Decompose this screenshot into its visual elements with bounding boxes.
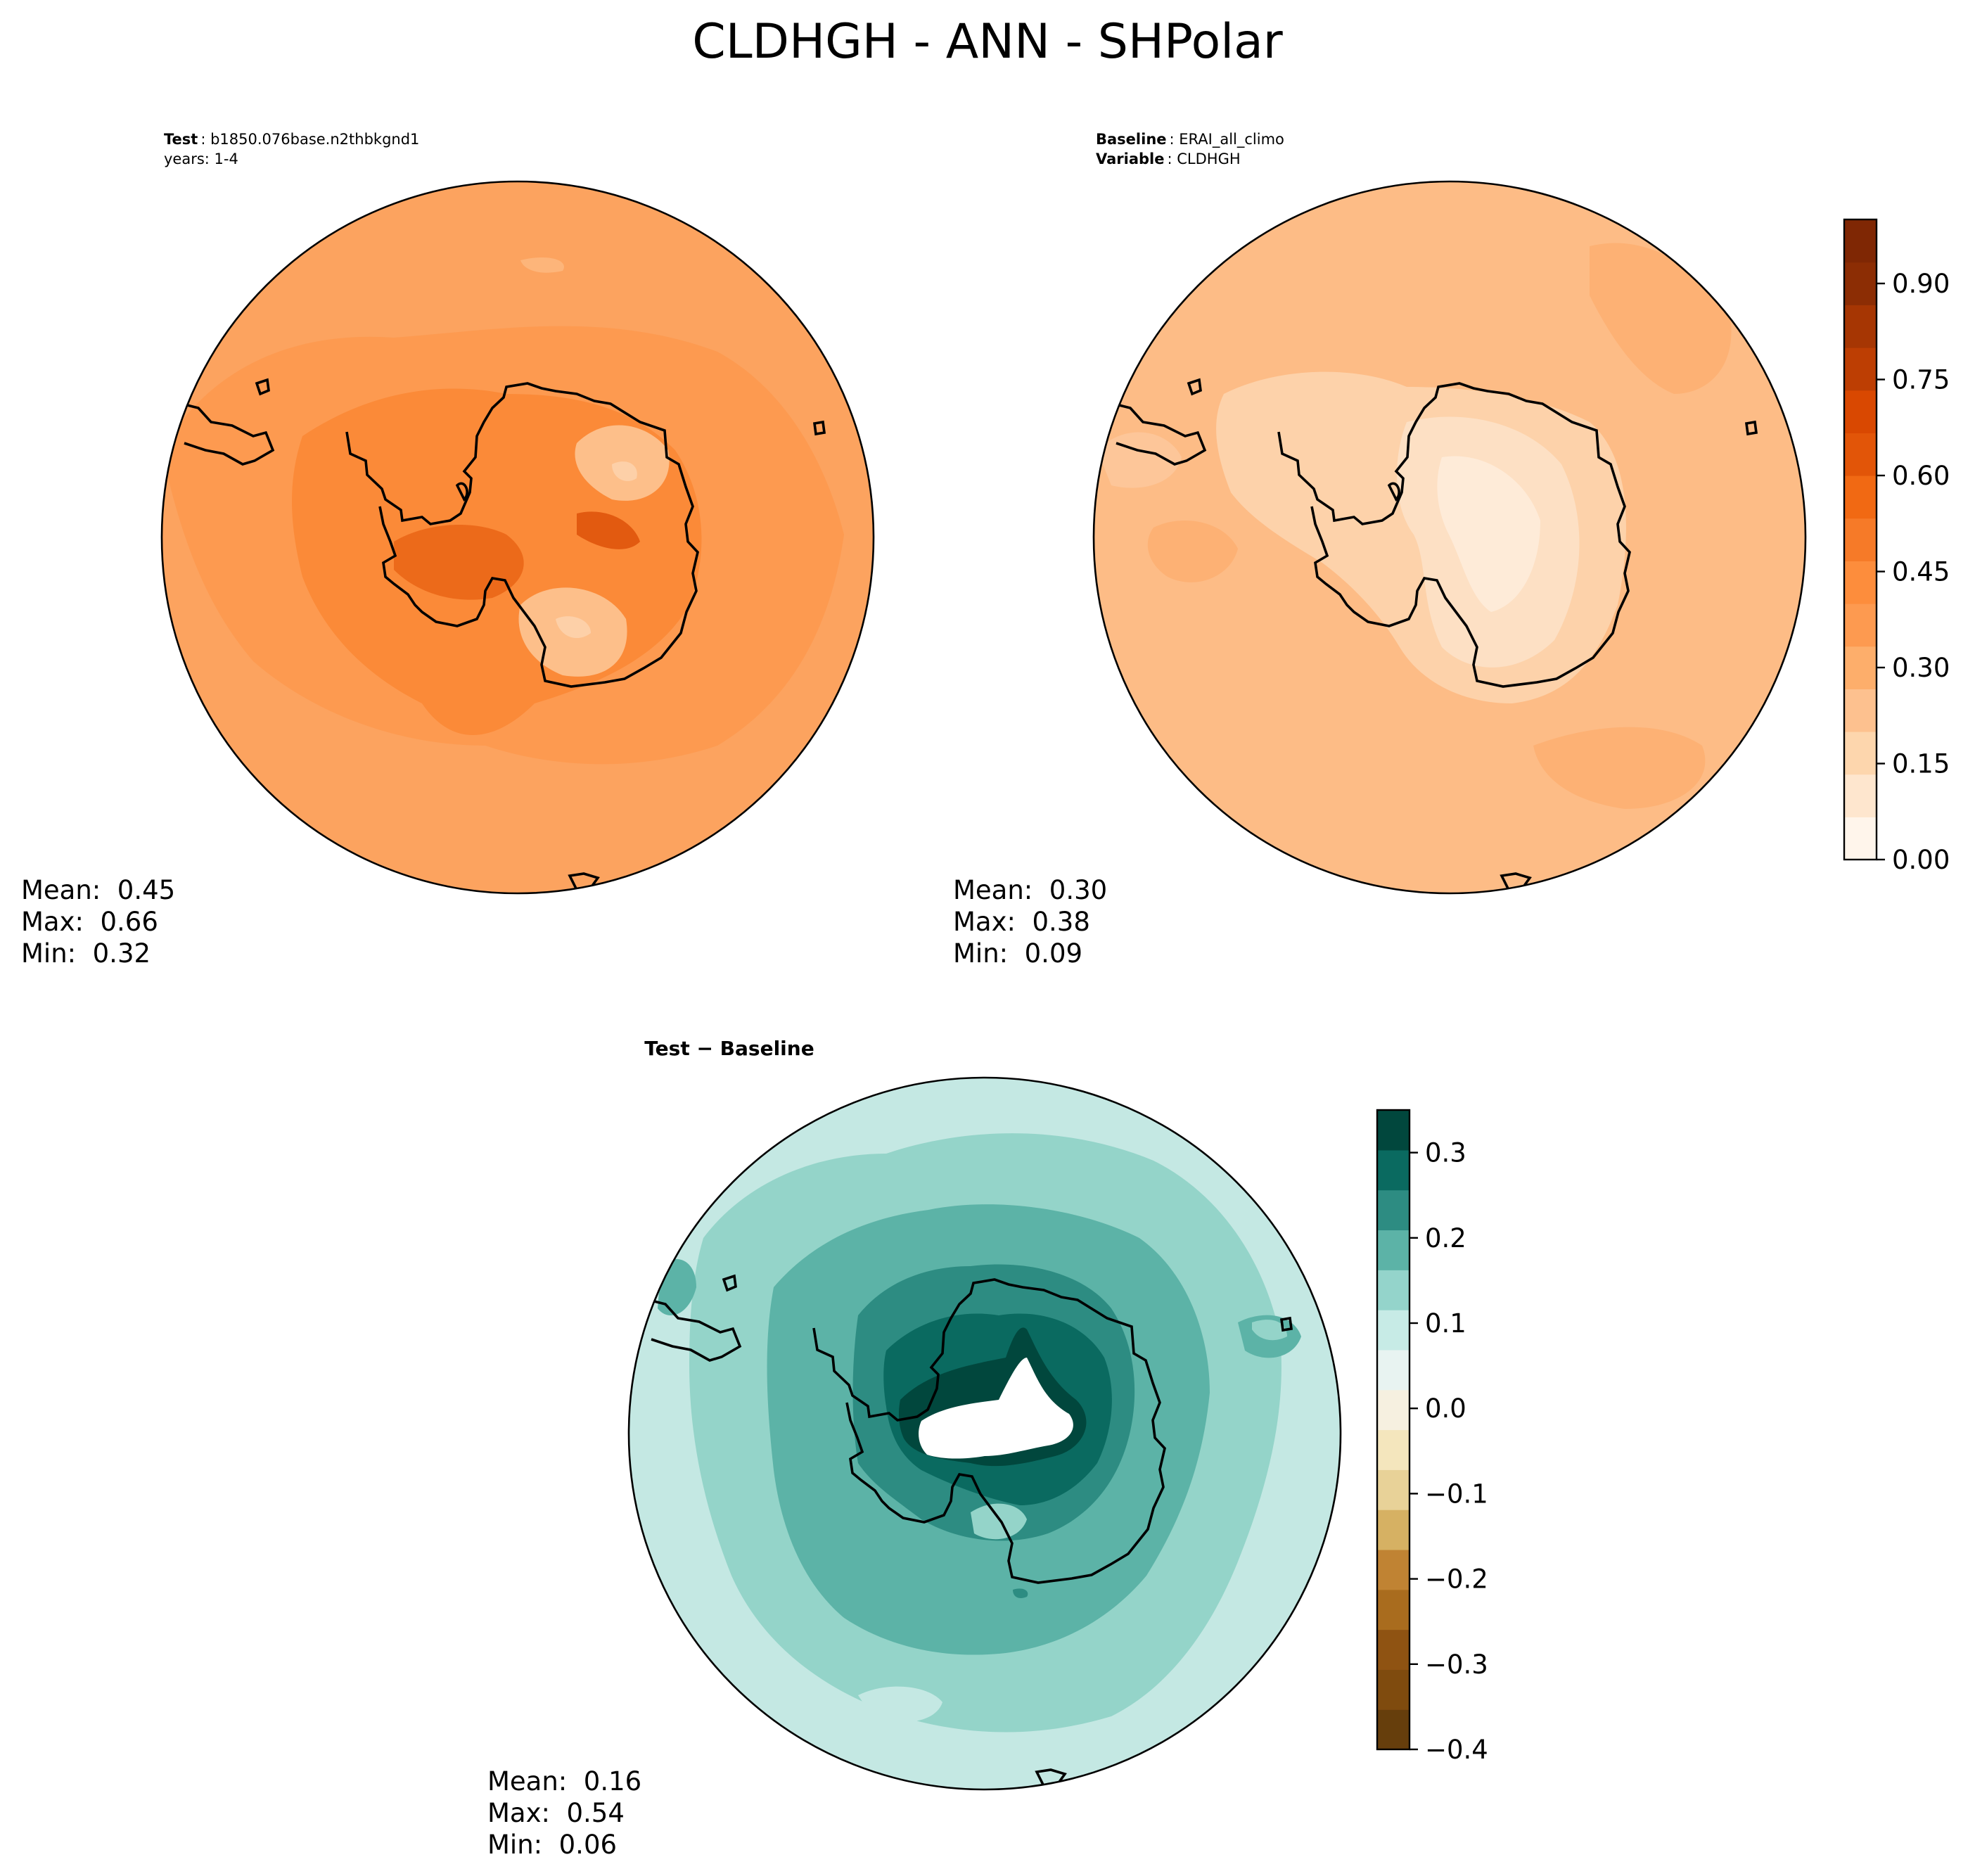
cbar-main-segment: [1844, 817, 1877, 860]
map-diff-field: [629, 1078, 1341, 1789]
cbar-main-tick-label: 0.90: [1892, 269, 1950, 299]
cbar-diff-tick-label: 0.3: [1425, 1138, 1466, 1168]
cbar-diff-tick-label: 0.1: [1425, 1308, 1466, 1339]
cbar-main-segment: [1844, 732, 1877, 775]
cbar-main-segment: [1844, 347, 1877, 391]
cbar-diff-segment: [1377, 1669, 1410, 1710]
cbar-diff-tick-label: −0.2: [1425, 1564, 1488, 1595]
cbar-main-segment: [1844, 646, 1877, 689]
cbar-diff-segment: [1377, 1310, 1410, 1351]
panel-baseline-header-line1: Baseline: ERAI_all_climo: [1096, 131, 1284, 148]
map-diff-coastline: [651, 1274, 1293, 1787]
cbar-main-tick-label: 0.60: [1892, 461, 1950, 491]
cbar-diff-segment: [1377, 1349, 1410, 1391]
cbar-diff-frame: [1376, 1109, 1411, 1751]
cbar-diff-tick-label: 0.0: [1425, 1393, 1466, 1424]
panel-baseline-header-line2: Variable: CLDHGH: [1096, 151, 1241, 167]
map-baseline-coastline: [1116, 378, 1758, 891]
panel-test-header-line1: Test: b1850.076base.n2thbkgnd1: [164, 131, 419, 148]
stats-test-max: Max: 0.66: [21, 907, 158, 937]
cbar-diff-segment: [1377, 1230, 1410, 1270]
cbar-diff-tick-label: −0.1: [1425, 1479, 1488, 1509]
cbar-diff-segment: [1377, 1709, 1410, 1750]
cbar-diff-segment: [1377, 1270, 1410, 1310]
cbar-diff-segment: [1377, 1589, 1410, 1631]
cbar-main-segment: [1844, 518, 1877, 561]
stats-test: Mean: 0.45 Max: 0.66 Min: 0.32: [21, 874, 175, 969]
stats-test-min: Min: 0.32: [21, 938, 151, 969]
cbar-main-segment: [1844, 774, 1877, 817]
cbar-diff-segment: [1377, 1189, 1410, 1231]
stats-baseline-mean: Mean: 0.30: [953, 875, 1108, 905]
panel-test: Test: b1850.076base.n2thbkgnd1 years: 1-…: [160, 131, 875, 895]
cbar-main-segment: [1844, 433, 1877, 476]
cbar-main-segment: [1844, 390, 1877, 433]
stats-baseline: Mean: 0.30 Max: 0.38 Min: 0.09: [953, 874, 1107, 969]
cbar-diff-tick-label: 0.2: [1425, 1223, 1466, 1253]
panel-diff: Test − Baseline: [627, 1037, 1342, 1791]
cbar-main-tick-label: 0.75: [1892, 365, 1950, 395]
cbar-diff-segment: [1377, 1549, 1410, 1590]
cbar-main-tick-label: 0.00: [1892, 845, 1950, 875]
cbar-main-segment: [1844, 476, 1877, 519]
cbar-diff-segment: [1377, 1469, 1410, 1510]
map-baseline-field: [1094, 181, 1805, 893]
cbar-main-tick-label: 0.15: [1892, 749, 1950, 779]
stats-test-mean: Mean: 0.45: [21, 875, 176, 905]
cbar-diff-segment: [1377, 1429, 1410, 1470]
cbar-diff-segment: [1377, 1510, 1410, 1550]
stats-diff-max: Max: 0.54: [487, 1798, 625, 1828]
colorbar-diff: −0.4 −0.3 −0.2 −0.1 0.0 0.1 0.2 0.3: [1376, 1109, 1488, 1765]
figure-title: CLDHGH - ANN - SHPolar: [692, 14, 1283, 70]
map-test-coastline: [184, 378, 826, 891]
panel-baseline: Baseline: ERAI_all_climo Variable: CLDHG…: [1092, 131, 1807, 895]
stats-diff-mean: Mean: 0.16: [487, 1766, 642, 1797]
cbar-main-segment: [1844, 305, 1877, 348]
cbar-main-segment: [1844, 604, 1877, 647]
cbar-main-tick-label: 0.30: [1892, 653, 1950, 683]
cbar-main-segment: [1844, 262, 1877, 305]
stats-diff-min: Min: 0.06: [487, 1830, 618, 1860]
stats-diff: Mean: 0.16 Max: 0.54 Min: 0.06: [487, 1766, 641, 1861]
panel-test-header-line2: years: 1-4: [164, 151, 238, 167]
map-test-boundary: [160, 180, 875, 895]
cbar-diff-tick-label: −0.4: [1425, 1735, 1488, 1765]
map-baseline-boundary: [1092, 180, 1807, 895]
stats-baseline-max: Max: 0.38: [953, 907, 1090, 937]
map-test-field: [162, 181, 874, 893]
map-diff-boundary: [627, 1076, 1342, 1791]
cbar-main-segment: [1844, 219, 1877, 263]
cbar-main-segment: [1844, 561, 1877, 604]
cbar-main-segment: [1844, 689, 1877, 732]
cbar-main-frame: [1843, 218, 1878, 861]
cbar-main-tick-label: 0.45: [1892, 557, 1950, 587]
cbar-diff-segment: [1377, 1389, 1410, 1431]
cbar-diff-tick-label: −0.3: [1425, 1650, 1488, 1680]
cbar-diff-segment: [1377, 1629, 1410, 1670]
stats-baseline-min: Min: 0.09: [953, 938, 1083, 969]
cbar-diff-segment: [1377, 1149, 1410, 1191]
panel-diff-header: Test − Baseline: [644, 1037, 814, 1060]
cbar-diff-segment: [1377, 1110, 1410, 1151]
colorbar-main: 0.00 0.15 0.30 0.45 0.60 0.75 0.90: [1843, 218, 1950, 875]
